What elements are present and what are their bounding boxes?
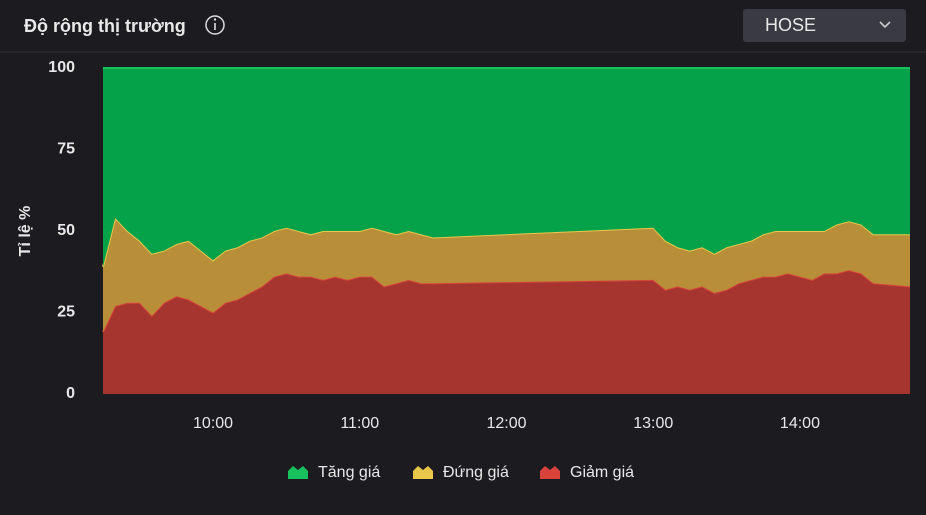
x-tick-label: 12:00 [486,415,526,432]
y-tick-label: 0 [66,385,75,402]
y-axis-label: Tỉ lệ % [17,206,34,257]
legend-icon [288,466,308,479]
x-tick-label: 14:00 [780,415,820,432]
legend-icon [540,466,560,479]
legend-label: Tăng giá [318,464,380,481]
area [103,218,910,333]
y-tick-label: 100 [48,59,75,76]
legend-icon [413,466,433,479]
legend-item: Đứng giá [413,464,509,481]
legend-label: Đứng giá [443,464,509,481]
x-tick-label: 13:00 [633,415,673,432]
y-tick-label: 50 [57,222,75,239]
area [103,68,910,267]
x-tick-label: 10:00 [193,415,233,432]
x-tick-label: 11:00 [340,415,379,432]
legend-label: Giảm giá [570,464,634,481]
y-tick-label: 75 [57,141,75,158]
exchange-dropdown[interactable]: HOSE [743,9,906,42]
info-icon[interactable] [205,15,225,35]
legend-item: Giảm giá [540,464,634,481]
title: Độ rộng thị trường [24,16,186,36]
dropdown-value: HOSE [765,15,816,35]
area [103,270,910,394]
legend-item: Tăng giá [288,464,380,481]
y-tick-label: 25 [57,304,75,321]
